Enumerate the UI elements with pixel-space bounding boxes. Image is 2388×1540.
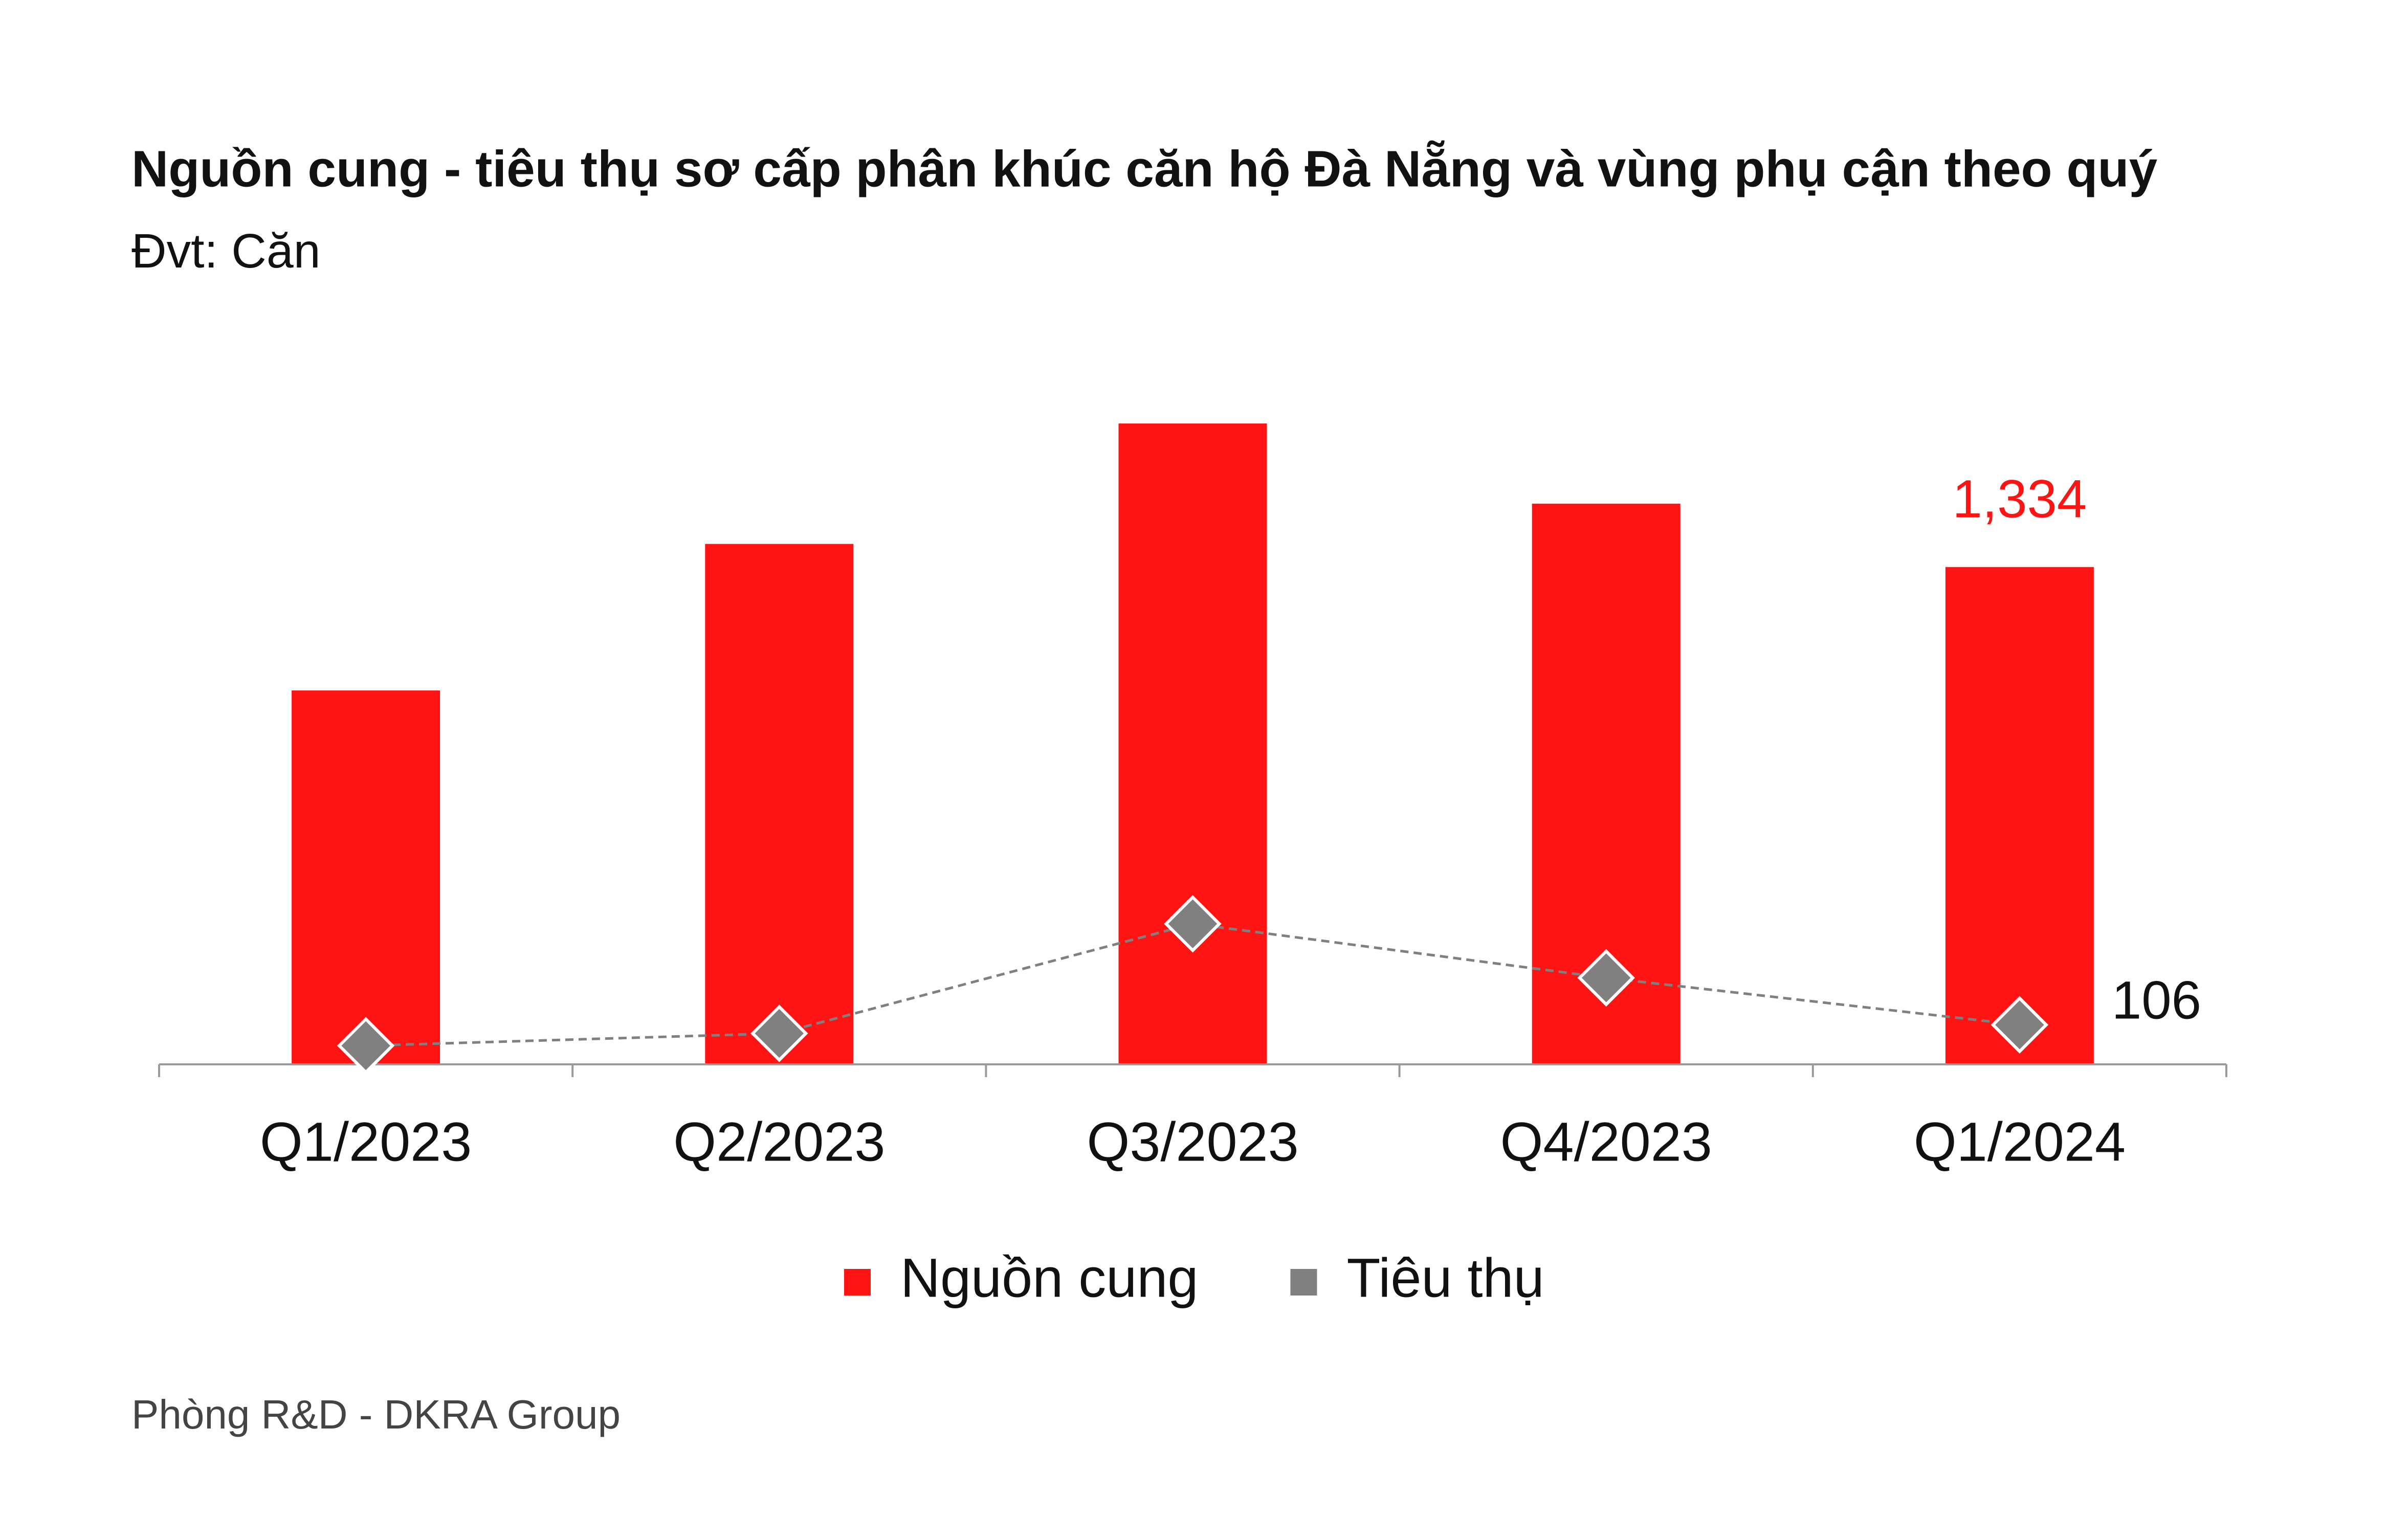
marker xyxy=(750,1005,808,1062)
bar xyxy=(1118,423,1267,1064)
data-label: 106 xyxy=(2112,970,2201,1030)
marker xyxy=(1164,895,1222,953)
x-tick-label: Q1/2024 xyxy=(1914,1111,2126,1173)
chart-subtitle: Đvt: Căn xyxy=(131,224,321,278)
legend-label: Nguồn cung xyxy=(900,1247,1198,1309)
marker xyxy=(1991,996,2049,1054)
legend-swatch xyxy=(844,1269,871,1296)
legend-swatch xyxy=(1290,1269,1317,1296)
data-label: 1,334 xyxy=(1953,469,2087,529)
bar xyxy=(705,544,854,1064)
chart-title: Nguồn cung - tiêu thụ sơ cấp phân khúc c… xyxy=(131,140,2158,197)
source: Phòng R&D - DKRA Group xyxy=(131,1392,621,1437)
x-tick-label: Q3/2023 xyxy=(1087,1111,1298,1173)
marker xyxy=(1577,949,1635,1007)
legend-label: Tiêu thụ xyxy=(1346,1247,1544,1309)
marker xyxy=(337,1017,395,1075)
x-tick-label: Q2/2023 xyxy=(673,1111,885,1173)
x-tick-label: Q4/2023 xyxy=(1500,1111,1712,1173)
bar xyxy=(292,690,440,1064)
x-tick-label: Q1/2023 xyxy=(260,1111,472,1173)
bar xyxy=(1945,567,2094,1064)
